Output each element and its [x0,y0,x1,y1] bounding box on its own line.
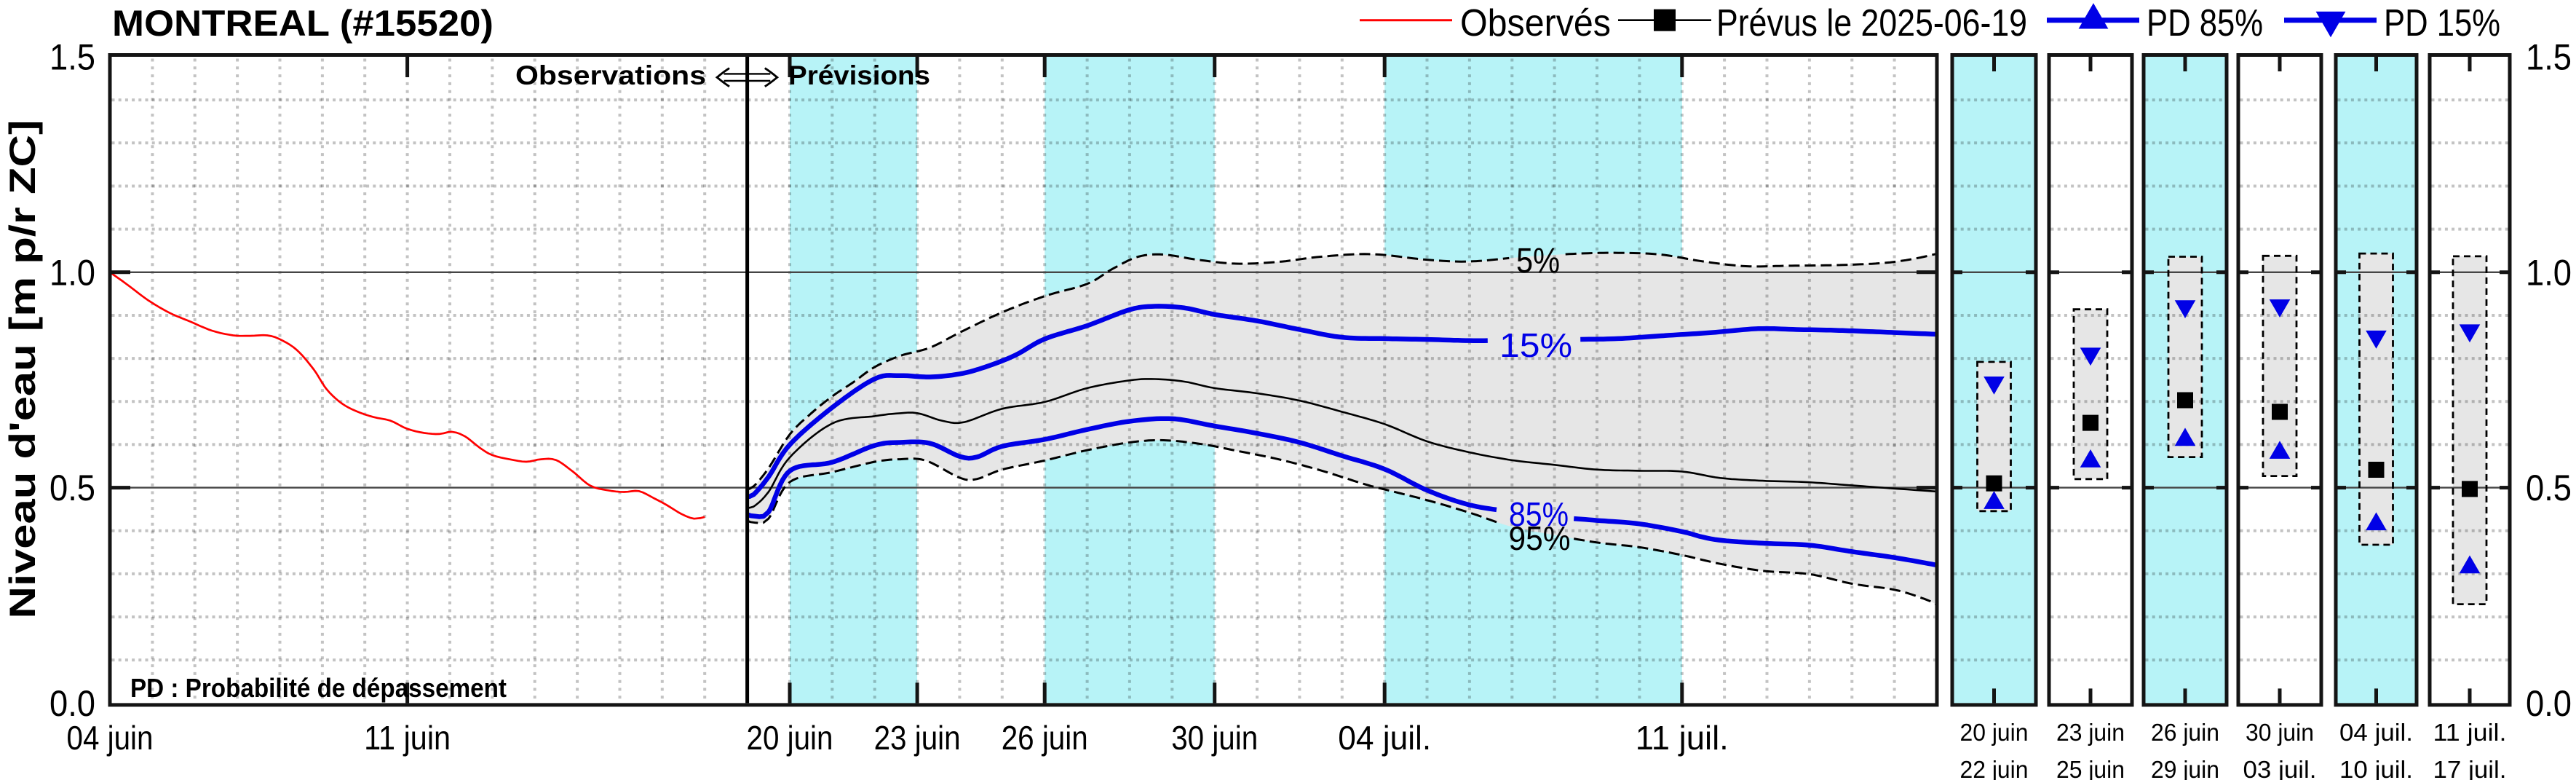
svg-text:0.0: 0.0 [49,683,95,724]
svg-text:23 juin: 23 juin [874,719,961,757]
svg-text:22 juin: 22 juin [1960,756,2029,780]
svg-text:PD : Probabilité de dépassemen: PD : Probabilité de dépassement [130,673,507,703]
svg-text:03 juil.: 03 juil. [2243,756,2317,780]
svg-text:Observations: Observations [515,60,706,90]
svg-text:1.0: 1.0 [49,252,95,293]
svg-text:04 juil.: 04 juil. [2339,719,2413,746]
svg-text:1.5: 1.5 [49,37,95,78]
svg-text:85%: 85% [1509,495,1569,533]
svg-text:1.0: 1.0 [2526,252,2572,293]
svg-text:PD 15%: PD 15% [2384,2,2500,44]
svg-text:26 juin: 26 juin [2151,719,2219,746]
svg-text:30 juin: 30 juin [2246,719,2314,746]
svg-text:25 juin: 25 juin [2056,756,2125,780]
svg-text:26 juin: 26 juin [1002,719,1088,757]
svg-text:0.5: 0.5 [49,468,95,508]
svg-text:10 juil.: 10 juil. [2339,756,2413,780]
svg-text:15%: 15% [1499,326,1572,364]
svg-text:0.0: 0.0 [2526,683,2572,724]
svg-text:Prévus le 2025-06-19: Prévus le 2025-06-19 [1716,2,2027,44]
svg-text:Prévisions: Prévisions [788,60,930,90]
svg-text:30 juin: 30 juin [1171,719,1258,757]
svg-text:20 juin: 20 juin [747,719,833,757]
svg-text:95%: 95% [1509,519,1571,557]
svg-text:11 juil.: 11 juil. [2433,719,2507,746]
svg-text:Niveau d'eau [m p/r ZC]: Niveau d'eau [m p/r ZC] [2,120,43,619]
svg-text:11 juil.: 11 juil. [1636,719,1729,757]
svg-text:11 juin: 11 juin [364,719,451,757]
svg-text:PD 85%: PD 85% [2147,2,2263,44]
svg-text:04 juin: 04 juin [67,719,154,757]
svg-text:MONTREAL (#15520): MONTREAL (#15520) [112,3,494,44]
svg-text:Observés: Observés [1460,2,1611,44]
svg-text:23 juin: 23 juin [2056,719,2125,746]
svg-text:17 juil.: 17 juil. [2433,756,2507,780]
svg-text:5%: 5% [1516,242,1560,280]
svg-text:1.5: 1.5 [2526,37,2572,78]
svg-text:04 juil.: 04 juil. [1338,719,1431,757]
svg-text:20 juin: 20 juin [1960,719,2029,746]
svg-text:29 juin: 29 juin [2151,756,2219,780]
svg-text:0.5: 0.5 [2526,468,2572,508]
